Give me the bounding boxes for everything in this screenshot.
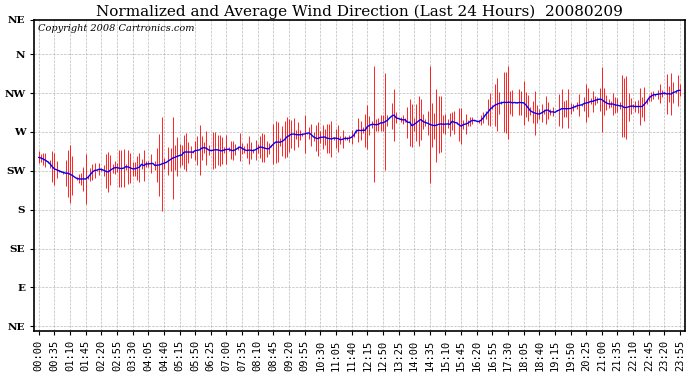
Text: Copyright 2008 Cartronics.com: Copyright 2008 Cartronics.com <box>37 24 194 33</box>
Title: Normalized and Average Wind Direction (Last 24 Hours)  20080209: Normalized and Average Wind Direction (L… <box>96 4 623 18</box>
